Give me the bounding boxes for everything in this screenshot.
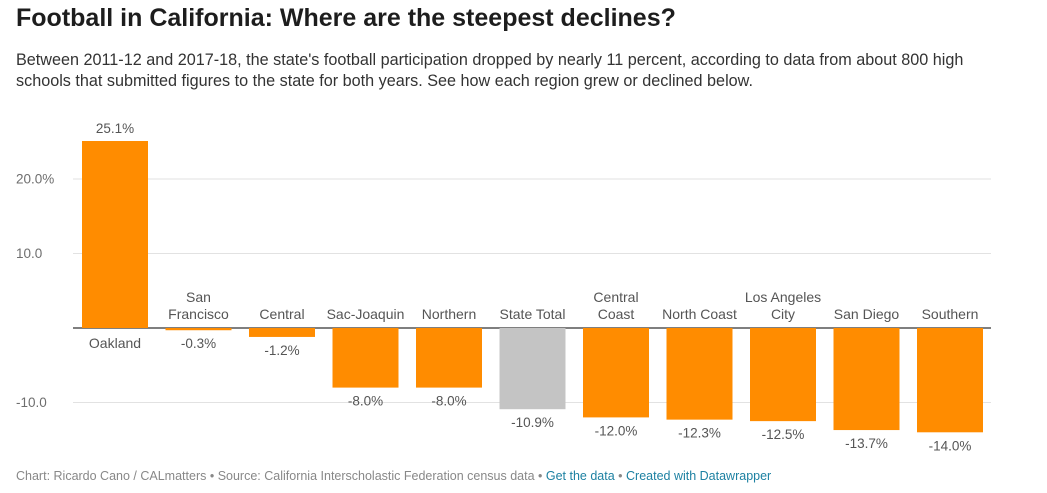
category-label: San Diego [834,306,900,322]
footer-separator: • [614,469,626,483]
bar [499,328,566,410]
bar [666,328,733,420]
category-label: Northern [422,306,476,322]
data-label: -8.0% [431,394,466,409]
chart-description: Between 2011-12 and 2017-18, the state's… [16,51,964,90]
category-label: Southern [922,306,979,322]
y-tick-label: 10.0 [16,246,42,261]
data-label: -12.3% [678,426,721,441]
category-label: Sac-Joaquin [327,306,405,322]
bar [917,328,983,433]
bar [833,328,900,431]
chart-title: Football in California: Where are the st… [16,4,676,32]
bar [165,328,232,331]
bar [583,328,649,418]
category-label: North Coast [662,306,737,322]
footer-credit: Chart: Ricardo Cano / CALmatters [16,469,207,483]
data-label: -12.5% [762,427,805,442]
bar [82,141,148,328]
y-tick-label: -10.0 [16,395,47,410]
bar [750,328,816,422]
footer-separator: • [534,469,546,483]
created-with-datawrapper-link[interactable]: Created with Datawrapper [626,469,772,483]
y-tick-label: 20.0% [16,172,54,187]
footer-separator: • [206,469,218,483]
get-the-data-link[interactable]: Get the data [545,469,615,483]
data-label: -10.9% [511,415,554,430]
chart-footer: Chart: Ricardo Cano / CALmatters • Sourc… [16,469,771,483]
category-label: Central [259,306,304,322]
data-label: -8.0% [348,394,383,409]
data-label: -14.0% [929,438,972,453]
footer-source: Source: California Interscholastic Feder… [217,469,535,483]
category-label: State Total [500,306,566,322]
data-label: -13.7% [845,436,888,451]
category-label: Coast [598,306,635,322]
data-label: -0.3% [181,336,216,351]
category-label: City [771,306,795,322]
category-label: Central [593,289,638,305]
category-label: Francisco [168,306,229,322]
category-label: Oakland [89,335,141,351]
data-label: -12.0% [595,423,638,438]
bar [249,328,315,337]
bar [332,328,399,388]
data-label: -1.2% [264,343,299,358]
category-label: San [186,289,211,305]
bar [416,328,482,388]
category-label: Los Angeles [745,289,821,305]
data-label: 25.1% [96,121,134,136]
